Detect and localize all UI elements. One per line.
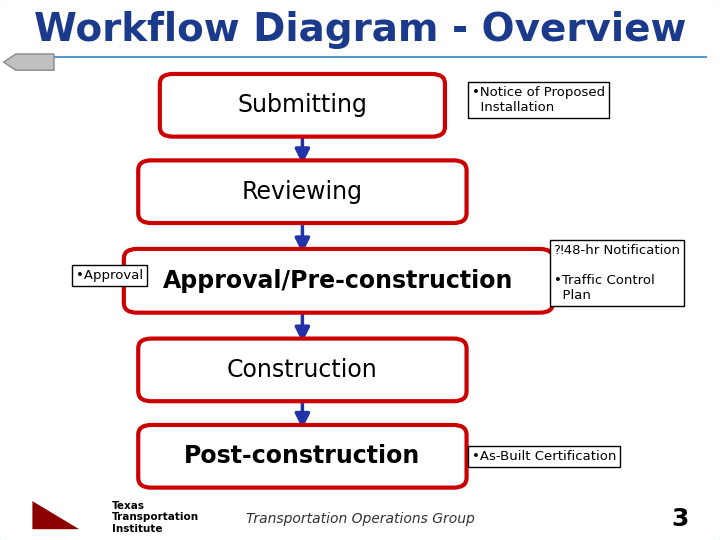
Text: Workflow Diagram - Overview: Workflow Diagram - Overview — [34, 11, 686, 49]
Text: Post-construction: Post-construction — [184, 444, 420, 468]
Text: Reviewing: Reviewing — [242, 180, 363, 204]
Text: Transportation Operations Group: Transportation Operations Group — [246, 512, 474, 526]
Text: •Notice of Proposed
  Installation: •Notice of Proposed Installation — [472, 86, 605, 114]
Text: •As-Built Certification: •As-Built Certification — [472, 450, 616, 463]
Text: Construction: Construction — [227, 358, 378, 382]
Polygon shape — [32, 501, 79, 529]
FancyBboxPatch shape — [138, 339, 467, 401]
Text: •Approval: •Approval — [76, 269, 143, 282]
Text: 3: 3 — [672, 508, 689, 531]
Text: Submitting: Submitting — [238, 93, 367, 117]
FancyBboxPatch shape — [138, 425, 467, 488]
Text: Texas
Transportation
Institute: Texas Transportation Institute — [112, 501, 199, 534]
Text: Approval/Pre-construction: Approval/Pre-construction — [163, 269, 513, 293]
FancyBboxPatch shape — [124, 249, 553, 313]
FancyBboxPatch shape — [160, 74, 445, 137]
Polygon shape — [4, 54, 54, 70]
FancyBboxPatch shape — [138, 160, 467, 223]
Text: ⁈48-hr Notification

•Traffic Control
  Plan: ⁈48-hr Notification •Traffic Control Pla… — [554, 244, 680, 302]
